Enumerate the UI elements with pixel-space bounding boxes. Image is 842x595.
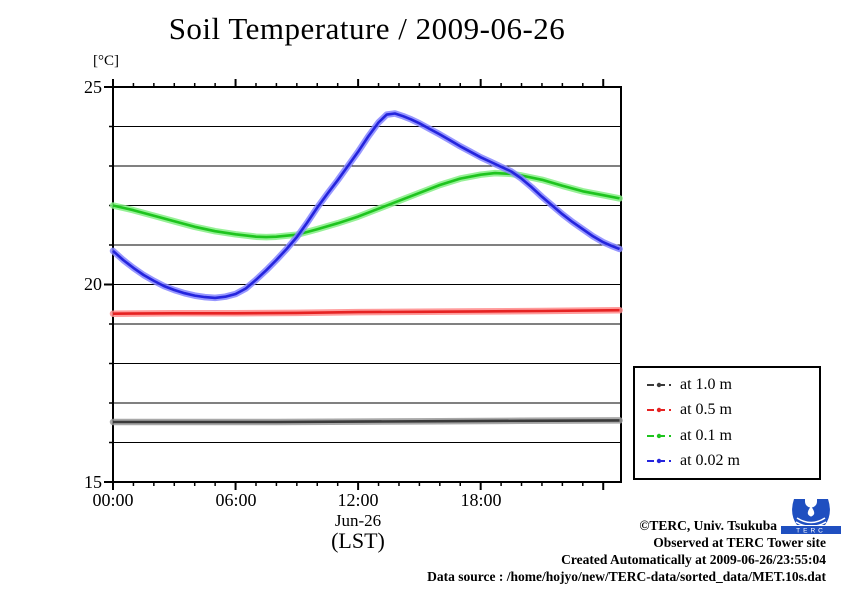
data-source-text: Data source : /home/hojyo/new/TERC-data/…: [427, 569, 826, 584]
legend-item: at 0.02 m: [646, 453, 815, 469]
legend-marker-icon: [647, 459, 671, 464]
legend-label: at 0.1 m: [680, 426, 732, 444]
legend-label: at 0.02 m: [680, 452, 740, 470]
terc-logo: TERC: [781, 499, 841, 534]
credit-text: ©TERC, Univ. Tsukuba: [639, 518, 777, 533]
terc-logo-droplet: [807, 506, 815, 517]
terc-logo-text: TERC: [796, 527, 826, 534]
legend-item: at 1.0 m: [646, 375, 815, 393]
y-tick-label-20: 20: [84, 274, 102, 294]
legend-marker-icon: [647, 433, 671, 438]
legend-box: at 1.0 m at 0.5 m at 0.1 m at 0.02 m: [633, 366, 821, 480]
legend-item: at 0.1 m: [646, 426, 815, 444]
legend-marker-icon: [647, 382, 671, 387]
y-tick-label-15: 15: [84, 472, 102, 492]
plot-frame: [112, 86, 622, 483]
x-axis-date-label: Jun-26: [334, 511, 382, 530]
y-axis-unit-label: [°C]: [93, 53, 119, 69]
legend-marker-icon: [647, 408, 671, 413]
series-line-at-1-0-m: [113, 419, 620, 424]
x-axis-timezone-label: (LST): [331, 528, 385, 553]
x-tick-label-1800: 18:00: [460, 490, 502, 510]
legend-item: at 0.5 m: [646, 402, 815, 418]
legend-label: at 0.5 m: [680, 401, 732, 419]
chart-title: Soil Temperature / 2009-06-26: [168, 11, 566, 46]
series-line-at-0-02-m: [112, 112, 621, 300]
terc-logo-band: [781, 526, 841, 534]
x-tick-label-0600: 06:00: [215, 490, 257, 510]
y-tick-label-25: 25: [84, 77, 102, 97]
series-line-at-0-5-m: [112, 308, 620, 315]
created-timestamp-text: Created Automatically at 2009-06-26/23:5…: [561, 552, 826, 567]
legend-label: at 1.0 m: [680, 375, 732, 393]
x-tick-label-0000: 00:00: [92, 490, 134, 510]
observed-site-text: Observed at TERC Tower site: [653, 535, 826, 550]
x-tick-label-1200: 12:00: [337, 490, 379, 510]
series-line-at-0-1-m: [112, 171, 620, 239]
